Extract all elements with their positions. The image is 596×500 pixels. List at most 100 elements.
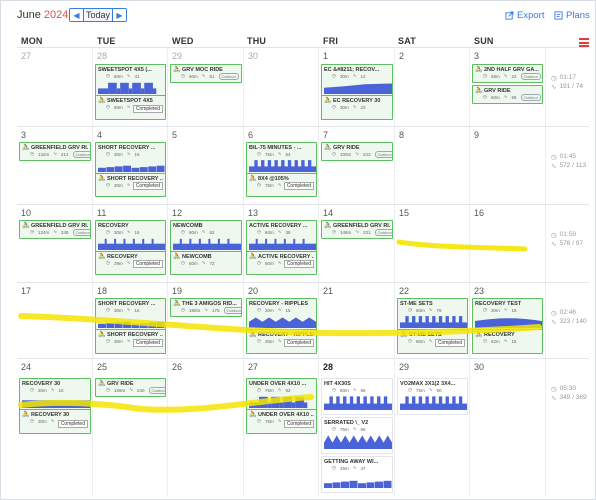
day-cell[interactable]: 8	[395, 127, 470, 204]
workout-card[interactable]: GETTING AWAY WI... ◷ 45m ∿ 47	[321, 456, 393, 493]
workout-card[interactable]: RECOVERY - RIPPLES ◷ 30m ∿ 15 Completed 🚴 RECOV…	[246, 298, 317, 354]
workout-title: SHORT RECOVERY ...	[98, 144, 156, 151]
workout-card[interactable]: ST-ME SETS ◷ 60m ∿ 76 Completed 🚴 ST-ME SETS ◷ 60…	[397, 298, 468, 354]
time-icon: ◷	[257, 338, 261, 343]
day-cell[interactable]: 19	[168, 283, 244, 358]
card-header: 🚴 2ND HALF GRV GA...	[473, 65, 542, 73]
day-cell[interactable]: 10	[17, 205, 93, 282]
load-icon: ∿	[126, 73, 131, 78]
day-number: 7	[323, 130, 329, 140]
workout-card[interactable]: 🚴 GREENFIELD GRV RI... ◷ 132m ∿ 214 Outdoor	[19, 142, 91, 161]
workout-card[interactable]: 🚴 GRV MOC RIDE ◷ 60m ∿ 51 Outdoor	[170, 64, 242, 83]
time-icon: ◷	[483, 73, 487, 78]
day-cell[interactable]: 24	[17, 359, 93, 497]
day-cell[interactable]: 27	[244, 359, 319, 497]
day-cell[interactable]: 3	[17, 127, 93, 204]
day-cell[interactable]: 28	[93, 48, 168, 126]
load-icon: ∿	[201, 229, 206, 234]
workout-card[interactable]: SWEETSPOT 4X5 (... ◷ 60m ∿ 41 Completed 🚴 SWEET…	[95, 64, 166, 120]
workout-card[interactable]: VO2MAX 3X1(2 3X4... ◷ 75m ∿ 90	[397, 378, 468, 415]
day-cell[interactable]: 15	[395, 205, 470, 282]
workout-load: 51	[209, 73, 215, 79]
workout-title: RECOVERY - RIPPLES	[249, 300, 308, 307]
day-cell[interactable]: 1	[319, 48, 395, 126]
workout-card[interactable]: HIT 4X30S ◷ 60m ∿ 56	[321, 378, 393, 415]
today-button[interactable]: Today	[83, 9, 113, 21]
day-cell[interactable]: 25	[93, 359, 168, 497]
day-cell[interactable]: 2	[395, 48, 470, 126]
workout-card[interactable]: UNDER OVER 4X10 ... ◷ 75m ∿ 92 Completed 🚴 UNDE…	[246, 378, 317, 434]
workout-duration: 45m	[339, 465, 349, 471]
day-cell[interactable]: 27	[17, 48, 93, 126]
week-summary: ◷ 05:30 ∿ 349 / 369	[543, 359, 589, 497]
workout-card[interactable]: 🚴 2ND HALF GRV GA... ◷ 58m ∿ 22 Outdoor	[472, 64, 543, 83]
workout-card[interactable]: 🚴 THE 3 AMIGOS RID... ◷ 180m ∿ 175 Outdoor	[170, 298, 242, 317]
day-cell[interactable]: 5	[168, 127, 244, 204]
workout-card[interactable]: 🚴 GRV RIDE ◷ 159m ∿ 240 Outdoor	[95, 378, 166, 397]
workout-meta: ◷ 75m ∿ 66	[322, 426, 392, 432]
workout-duration: 75m	[264, 151, 274, 157]
time-icon: ◷	[332, 104, 336, 109]
day-cell[interactable]: 21	[319, 283, 395, 358]
workout-card[interactable]: RECOVERY TEST ◷ 30m ∿ 18 🚴 RECOVERY ◷ 62m ∿ 15	[472, 298, 543, 354]
day-cell[interactable]: 4	[93, 127, 168, 204]
workout-load: 245	[60, 229, 69, 235]
day-cell[interactable]: 29	[395, 359, 470, 497]
workout-title: SHORT RECOVERY ...	[107, 331, 163, 338]
day-number: 3	[21, 130, 27, 140]
day-cell[interactable]: 28	[319, 359, 395, 497]
load-icon: ∿	[428, 387, 433, 392]
workout-meta: ◷ 30m ∿ 16	[96, 151, 165, 157]
day-cell[interactable]: 7	[319, 127, 395, 204]
workout-meta: ◷ 30m ∿ 23	[322, 104, 392, 110]
workout-card[interactable]: 🚴 GREENFIELD GRV RI... ◷ 124m ∿ 245 Outdoor	[19, 220, 91, 239]
day-cell[interactable]: 26	[168, 359, 244, 497]
card-header: SERRATED \_ V2	[322, 418, 392, 426]
workout-profile	[324, 396, 392, 410]
workout-load: 16	[134, 151, 140, 157]
workout-card[interactable]: ACTIVE RECOVERY ... ◷ 60m ∿ 36 Completed 🚴 ACTI…	[246, 220, 317, 275]
chevron-right-icon[interactable]: ▶	[113, 9, 126, 21]
day-cell[interactable]: 11	[93, 205, 168, 282]
time-icon: ◷	[106, 307, 110, 312]
workout-card[interactable]: 🚴 GRV RIDE ◷ 100m ∿ 243 Outdoor	[321, 142, 393, 161]
day-number: 1	[323, 51, 329, 61]
day-cell[interactable]: 6	[244, 127, 319, 204]
workout-card[interactable]: SERRATED \_ V2 ◷ 75m ∿ 66	[321, 417, 393, 454]
workout-profile	[324, 83, 392, 94]
week-load: ∿ 349 / 369	[551, 393, 589, 402]
day-number: 11	[97, 208, 107, 218]
plans-button[interactable]: Plans	[554, 10, 590, 21]
day-cell[interactable]: 16	[470, 205, 546, 282]
workout-load: 47	[360, 465, 366, 471]
time-icon: ◷	[181, 260, 185, 265]
workout-card[interactable]: BIL-75 MINUTES - ... ◷ 75m ∿ 64 Completed 🚴 8X4…	[246, 142, 317, 197]
day-cell[interactable]: 3	[470, 48, 546, 126]
menu-icon[interactable]	[579, 38, 589, 47]
workout-card[interactable]: EC &#8211; RECOV... ◷ 30m ∿ 12 🚴 EC RECOVERY 3…	[321, 64, 393, 120]
day-cell[interactable]: 29	[168, 48, 244, 126]
workout-card[interactable]: RECOVERY 30 ◷ 30m ∿ 15 Completed 🚴 RECOVERY 30 ◷…	[19, 378, 91, 434]
workout-duration: 30m	[113, 229, 123, 235]
workout-card[interactable]: 🚴 GREENFIELD GRV RI... ◷ 146m ∿ 231 Outdoor	[321, 220, 393, 239]
workout-card[interactable]: 🚴 GRV RIDE ◷ 60m ∿ 56 Outdoor	[472, 85, 543, 104]
workout-card[interactable]: SHORT RECOVERY ... ◷ 30m ∿ 16 Completed 🚴 SHORT…	[95, 298, 166, 354]
workout-card[interactable]: SHORT RECOVERY ... ◷ 30m ∿ 16 Completed 🚴 SHORT…	[95, 142, 166, 197]
workout-title: NEWCOMB	[173, 222, 203, 229]
export-button[interactable]: Export	[505, 10, 544, 21]
card-divider	[96, 95, 165, 96]
week-time: ◷ 05:30	[551, 384, 589, 393]
day-cell[interactable]: 12	[168, 205, 244, 282]
chevron-left-icon[interactable]: ◀	[70, 9, 83, 21]
day-cell[interactable]: 23	[470, 283, 546, 358]
workout-card[interactable]: NEWCOMB ◷ 60m ∿ 62 🚴 NEWCOMB ◷ 60m ∿ 72	[170, 220, 242, 275]
day-cell[interactable]: 9	[470, 127, 546, 204]
day-cell[interactable]: 14	[319, 205, 395, 282]
day-cell[interactable]: 13	[244, 205, 319, 282]
day-cell[interactable]: 30	[244, 48, 319, 126]
day-cell[interactable]: 17	[17, 283, 93, 358]
card-header: 🚴 GRV RIDE	[322, 143, 392, 151]
day-cell[interactable]: 30	[470, 359, 546, 497]
day-number: 10	[21, 208, 32, 218]
